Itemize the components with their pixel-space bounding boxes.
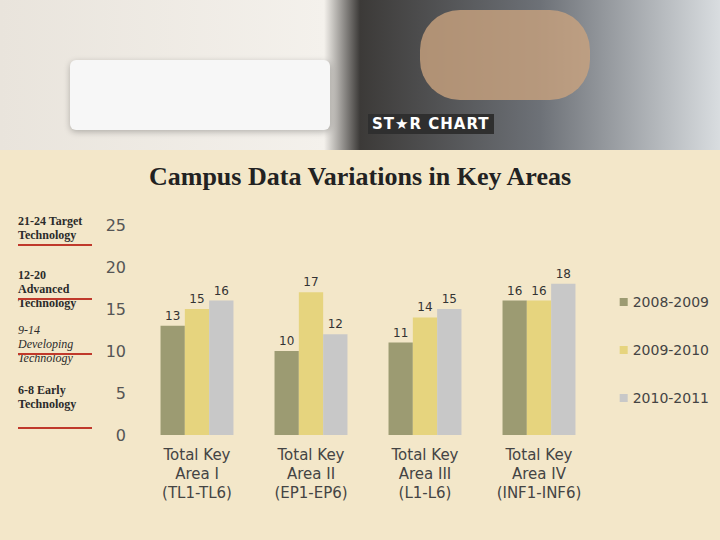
svg-text:13: 13 bbox=[165, 309, 180, 323]
html-text:12-20 Advanced Technology: 12-20 Advanced Technology bbox=[18, 268, 77, 310]
html-text:ST★R CHART: ST★R CHART bbox=[372, 115, 490, 133]
svg-text:0: 0 bbox=[116, 426, 126, 445]
svg-text:2009-2010: 2009-2010 bbox=[633, 342, 709, 358]
svg-text:15: 15 bbox=[442, 292, 457, 306]
svg-text:5: 5 bbox=[116, 384, 126, 403]
html-text:9-14 Developing Technology: 9-14 Developing Technology bbox=[18, 323, 74, 365]
svg-text:(EP1-EP6): (EP1-EP6) bbox=[274, 484, 347, 502]
svg-text:10: 10 bbox=[106, 342, 126, 361]
svg-text:11: 11 bbox=[393, 326, 408, 340]
svg-text:12: 12 bbox=[328, 317, 343, 331]
svg-text:2010-2011: 2010-2011 bbox=[633, 390, 709, 406]
svg-text:Total Key: Total Key bbox=[163, 446, 231, 464]
svg-text:Campus Data Variations in Key: Campus Data Variations in Key Areas bbox=[149, 162, 571, 191]
svg-text:Area II: Area II bbox=[287, 465, 335, 483]
html-text:21-24 Target Technology: 21-24 Target Technology bbox=[18, 214, 83, 242]
svg-text:Area IV: Area IV bbox=[512, 465, 567, 483]
svg-text:Area III: Area III bbox=[399, 465, 452, 483]
svg-text:10: 10 bbox=[279, 334, 294, 348]
svg-text:Total Key: Total Key bbox=[505, 446, 573, 464]
html-text:6-8 Early Technology: 6-8 Early Technology bbox=[18, 383, 77, 411]
svg-text:16: 16 bbox=[531, 284, 546, 298]
svg-text:18: 18 bbox=[556, 267, 571, 281]
svg-text:(L1-L6): (L1-L6) bbox=[399, 484, 452, 502]
svg-text:15: 15 bbox=[189, 292, 204, 306]
svg-text:15: 15 bbox=[106, 300, 126, 319]
svg-text:Total Key: Total Key bbox=[391, 446, 459, 464]
svg-text:25: 25 bbox=[106, 216, 126, 235]
svg-text:2008-2009: 2008-2009 bbox=[633, 294, 709, 310]
svg-text:16: 16 bbox=[507, 284, 522, 298]
svg-text:(TL1-TL6): (TL1-TL6) bbox=[162, 484, 232, 502]
svg-text:Total Key: Total Key bbox=[277, 446, 345, 464]
svg-text:14: 14 bbox=[417, 300, 432, 314]
svg-text:16: 16 bbox=[214, 284, 229, 298]
svg-text:17: 17 bbox=[303, 275, 318, 289]
svg-text:Area I: Area I bbox=[175, 465, 219, 483]
svg-text:20: 20 bbox=[106, 258, 126, 277]
svg-text:(INF1-INF6): (INF1-INF6) bbox=[497, 484, 582, 502]
